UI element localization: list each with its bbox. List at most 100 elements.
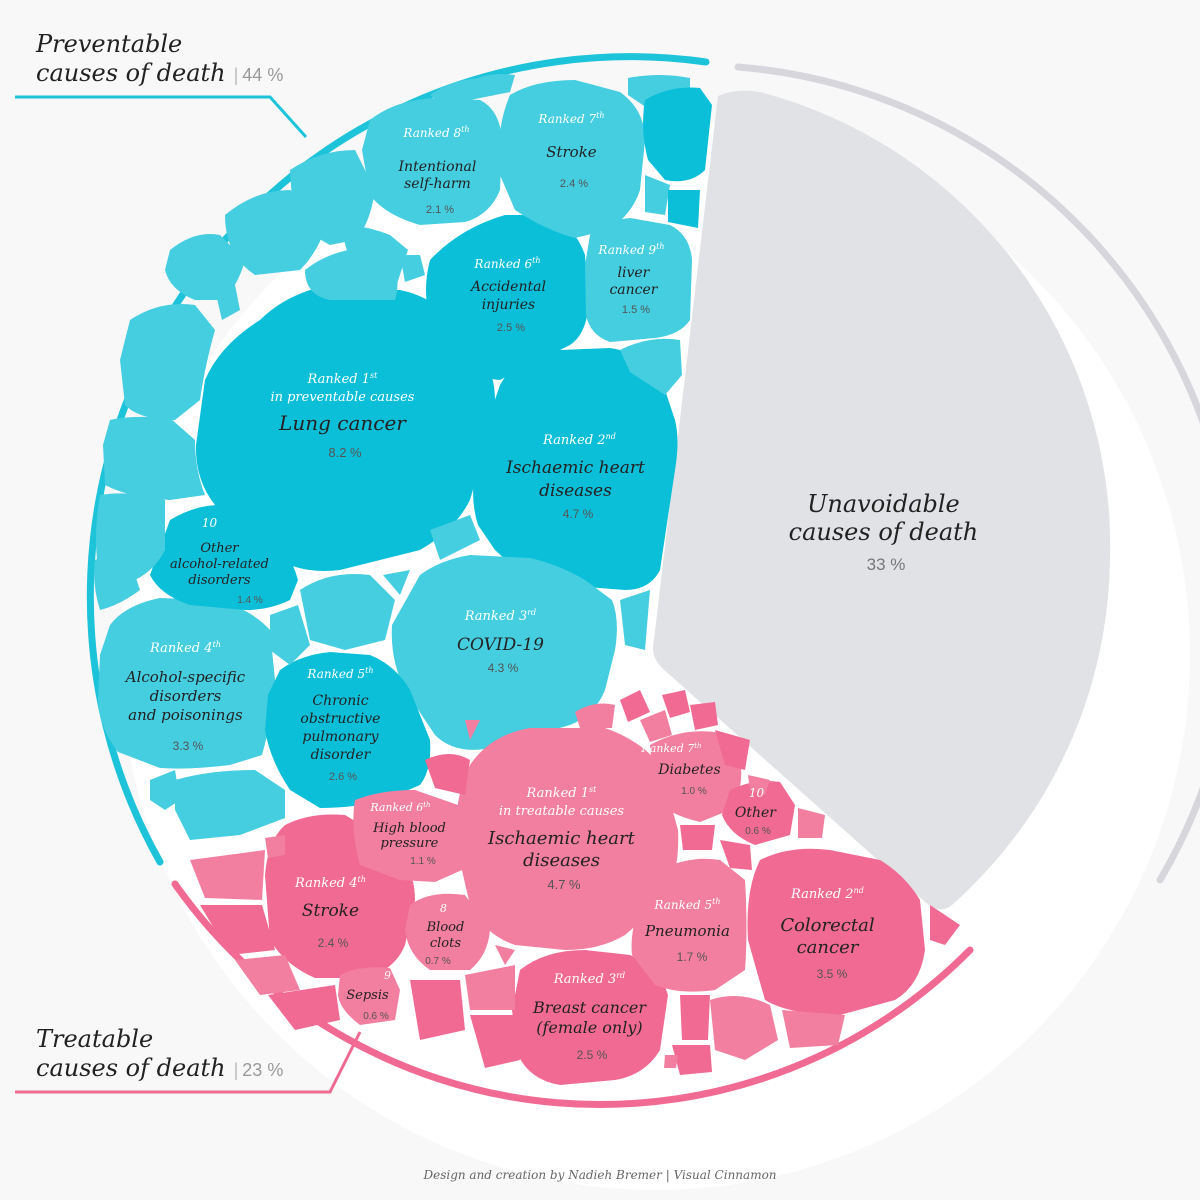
- cell-p-filler: [175, 770, 285, 840]
- cell-t-filler: [672, 1045, 712, 1075]
- cell-p-filler: [668, 190, 700, 228]
- cell-p-filler: [165, 234, 245, 300]
- cell-p-filler: [290, 150, 375, 245]
- label-other-alcohol: 10 Other alcohol-related disorders 1.4 %: [170, 512, 274, 606]
- cell-covid: [391, 555, 617, 750]
- label-p-ischaemic-heart: Ranked 2nd Ischaemic heart diseases 4.7 …: [505, 424, 650, 521]
- preventable-title-line1: Preventable: [36, 30, 183, 58]
- cell-t-hbp: [353, 790, 463, 882]
- treatable-title-line1: Treatable: [36, 1025, 154, 1053]
- cell-t-breast: [512, 950, 668, 1085]
- cell-accidental: [426, 215, 588, 380]
- credit-footer: Design and creation by Nadieh Bremer | V…: [423, 1168, 777, 1182]
- cell-t-filler: [268, 985, 340, 1030]
- cell-liver: [585, 218, 692, 342]
- preventable-leader-line: [15, 95, 308, 139]
- cell-p-filler: [103, 416, 205, 500]
- cell-t-filler: [465, 965, 515, 1010]
- cell-t-filler: [410, 980, 465, 1040]
- treatable-separator: |: [233, 1060, 239, 1080]
- cell-t-diabetes: [650, 731, 742, 822]
- label-copd: Ranked 5th Chronic obstructive pulmonary…: [300, 658, 385, 783]
- preventable-separator: |: [233, 65, 239, 85]
- treatable-title-line2: causes of death: [36, 1054, 226, 1082]
- preventable-title: Preventable causes of death | 44 %: [36, 30, 283, 90]
- cell-t-filler: [235, 955, 300, 995]
- cell-p-filler: [430, 78, 495, 102]
- label-lung-cancer: Ranked 1st in preventable causes Lung ca…: [270, 363, 419, 460]
- unavoidable-wedge: [653, 90, 1111, 910]
- label-alcohol-specific: Ranked 4th Alcohol-specific disorders an…: [124, 632, 251, 753]
- cell-p-filler: [94, 557, 140, 610]
- label-t-ischaemic-heart: Ranked 1st in treatable causes Ischaemic…: [487, 777, 640, 892]
- label-liver: Ranked 9th liver cancer 1.5 %: [597, 234, 669, 316]
- cell-other-alcohol: [150, 505, 298, 610]
- label-self-harm: Ranked 8th Intentional self-harm 2.1 %: [398, 117, 482, 216]
- label-t-hbp: Ranked 6th High blood pressure 1.1 %: [369, 792, 451, 867]
- cell-t-filler: [425, 754, 470, 795]
- cell-t-ischaemic-heart: [455, 728, 679, 950]
- cell-t-filler: [495, 945, 515, 965]
- cell-t-filler: [470, 1015, 520, 1068]
- cell-t-pneumonia: [631, 858, 747, 992]
- cell-p-filler: [215, 285, 240, 320]
- treatable-leader-line: [15, 1031, 362, 1094]
- cell-t-clots: [405, 893, 490, 970]
- cell-p-filler: [620, 590, 650, 650]
- cell-p-filler: [270, 605, 310, 665]
- preventable-percent: 44 %: [242, 65, 284, 85]
- label-p-stroke: Ranked 7th Stroke 2.4 %: [537, 103, 609, 190]
- cell-t-filler: [710, 996, 778, 1060]
- cell-t-filler: [690, 702, 718, 730]
- cell-t-other: [722, 781, 795, 845]
- label-accidental: Ranked 6th Accidental injuries 2.5 %: [469, 248, 551, 334]
- cell-t-filler: [465, 720, 480, 740]
- treatable-title: Treatable causes of death | 23 %: [36, 1025, 283, 1085]
- cell-p-filler: [300, 574, 395, 650]
- cell-t-filler: [664, 1055, 678, 1068]
- cell-alcohol-specific: [98, 598, 275, 769]
- cell-t-filler: [782, 1010, 845, 1048]
- cell-p-filler: [340, 225, 408, 290]
- cell-t-filler: [798, 808, 825, 838]
- cell-p-filler: [383, 570, 410, 595]
- cell-t-filler: [715, 730, 750, 770]
- cell-p-filler: [478, 74, 515, 96]
- cell-p-filler: [430, 515, 480, 560]
- cell-t-colorectal: [747, 848, 925, 1015]
- cell-t-filler: [575, 703, 615, 728]
- label-t-pneumonia: Ranked 5th Pneumonia 1.7 %: [644, 889, 735, 964]
- unavoidable-arc: [734, 63, 1200, 884]
- preventable-title-line2: causes of death: [36, 59, 226, 87]
- cell-t-filler: [680, 825, 715, 850]
- cell-p-filler: [150, 770, 180, 810]
- cell-t-filler: [190, 850, 265, 900]
- label-unavoidable: Unavoidable causes of death 33 %: [789, 490, 984, 574]
- label-t-colorectal: Ranked 2nd Colorectal cancer 3.5 %: [780, 878, 879, 981]
- cell-t-sepsis: [338, 967, 400, 1025]
- cell-p-filler: [400, 255, 425, 282]
- cell-copd: [265, 652, 431, 808]
- treatable-percent: 23 %: [242, 1060, 284, 1080]
- cell-p-stroke: [498, 80, 645, 238]
- cell-p-filler: [643, 87, 712, 182]
- cell-t-filler: [620, 690, 650, 722]
- cell-t-filler: [640, 710, 672, 742]
- label-t-breast: Ranked 3rd Breast cancer (female only) 2…: [532, 963, 651, 1062]
- cell-t-filler: [265, 835, 285, 858]
- cell-p-filler: [620, 338, 682, 395]
- cell-t-filler: [662, 690, 690, 718]
- cell-p-filler: [645, 175, 670, 215]
- cell-t-filler: [200, 905, 275, 955]
- cell-t-filler: [720, 840, 752, 870]
- label-t-stroke: Ranked 4th Stroke 2.4 %: [294, 867, 371, 950]
- cell-lung-cancer: [195, 290, 495, 571]
- cell-p-filler: [120, 304, 215, 420]
- label-t-clots: 8 Blood clots 0.7 %: [425, 897, 469, 967]
- label-t-other: 10 Other 0.6 %: [735, 782, 781, 837]
- label-t-sepsis: 9 Sepsis 0.6 %: [346, 964, 396, 1022]
- cell-t-filler: [930, 905, 960, 945]
- cell-t-filler: [748, 775, 770, 795]
- label-t-diabetes: Ranked 7th Diabetes 1.0 %: [640, 733, 725, 797]
